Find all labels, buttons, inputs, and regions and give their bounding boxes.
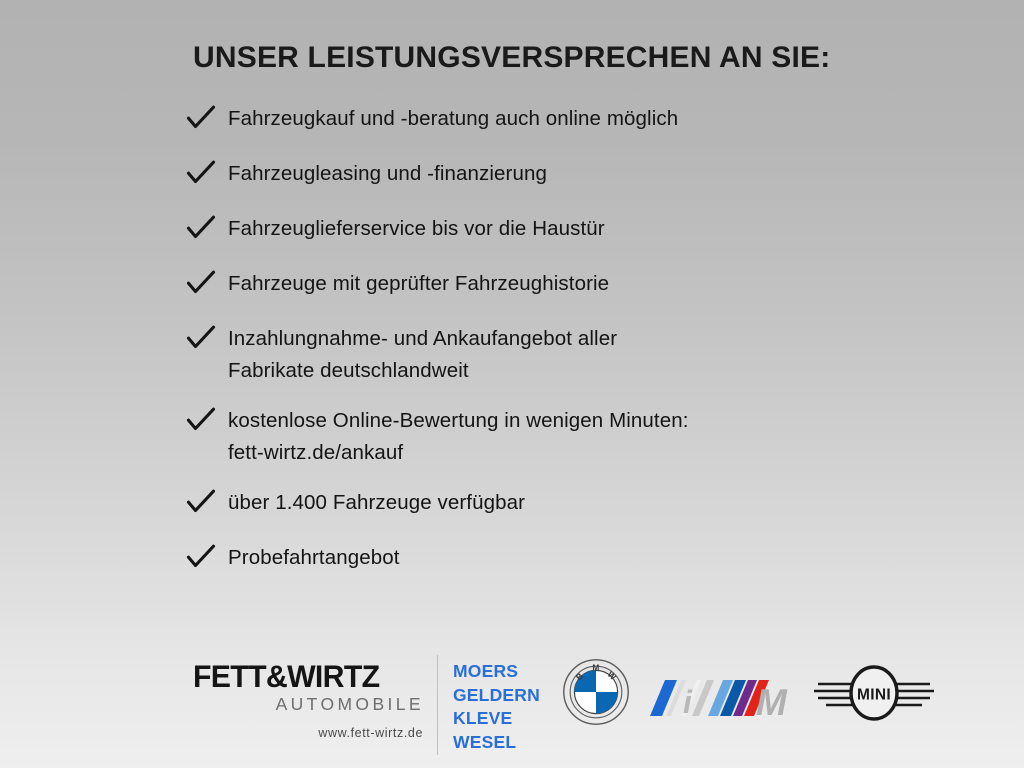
svg-text:B: B [574, 671, 585, 682]
check-icon [186, 407, 216, 431]
list-item: Inzahlungnahme- und Ankaufangebot aller … [186, 323, 886, 387]
check-icon [186, 215, 216, 239]
location-item: KLEVE [453, 708, 513, 728]
footer-branding-bar: FETT&WIRTZ AUTOMOBILE www.fett-wirtz.de … [0, 645, 1024, 768]
list-item-label: Fahrzeuge mit geprüfter Fahrzeughistorie [228, 272, 610, 295]
location-item: GELDERN [453, 684, 540, 705]
mini-logo-icon: MINI [814, 665, 934, 721]
check-icon [186, 160, 216, 184]
dealer-subtitle: AUTOMOBILE [275, 694, 424, 714]
list-item-label: über 1.400 Fahrzeuge verfügbar [228, 491, 526, 514]
dealer-logo[interactable]: FETT&WIRTZ AUTOMOBILE www.fett-wirtz.de [193, 659, 425, 740]
list-item-label: Inzahlungnahme- und Ankaufangebot aller … [228, 327, 618, 382]
benefits-list: Fahrzeugkauf und -beratung auch online m… [186, 103, 886, 597]
svg-text:M: M [756, 682, 788, 723]
check-icon [186, 325, 216, 349]
list-item-label: Fahrzeuglieferservice bis vor die Haustü… [228, 217, 605, 240]
svg-text:i: i [683, 684, 693, 720]
list-item: Fahrzeugkauf und -beratung auch online m… [186, 103, 886, 135]
check-icon [186, 270, 216, 294]
list-item-label: Fahrzeugleasing und -finanzierung [228, 162, 547, 185]
locations-list: MOERS GELDERN KLEVE WESEL [453, 660, 540, 754]
check-icon [186, 489, 216, 513]
svg-text:M: M [592, 663, 599, 673]
list-item: Probefahrtangebot [186, 542, 886, 574]
list-item-label: kostenlose Online-Bewertung in wenigen M… [228, 409, 689, 464]
list-item: Fahrzeuge mit geprüfter Fahrzeughistorie [186, 268, 886, 300]
list-item-label: Probefahrtangebot [228, 546, 400, 569]
dealer-website[interactable]: www.fett-wirtz.de [318, 726, 423, 740]
location-item: WESEL [453, 731, 517, 752]
svg-text:MINI: MINI [857, 687, 891, 704]
bmw-roundel-icon: B M W [563, 659, 629, 725]
list-item: über 1.400 Fahrzeuge verfügbar [186, 487, 886, 519]
page-title: UNSER LEISTUNGSVERSPRECHEN AN SIE: [193, 41, 831, 74]
bmw-m-icon: M [708, 680, 788, 723]
list-item: kostenlose Online-Bewertung in wenigen M… [186, 405, 886, 469]
list-item: Fahrzeuglieferservice bis vor die Haustü… [186, 213, 886, 245]
location-item: MOERS [453, 661, 519, 681]
list-item: Fahrzeugleasing und -finanzierung [186, 158, 886, 190]
check-icon [186, 105, 216, 129]
list-item-label: Fahrzeugkauf und -beratung auch online m… [228, 107, 679, 130]
check-icon [186, 544, 216, 568]
bmw-i-icon: i [650, 680, 714, 720]
dealer-name: FETT&WIRTZ [193, 658, 380, 694]
footer-divider [437, 655, 438, 755]
